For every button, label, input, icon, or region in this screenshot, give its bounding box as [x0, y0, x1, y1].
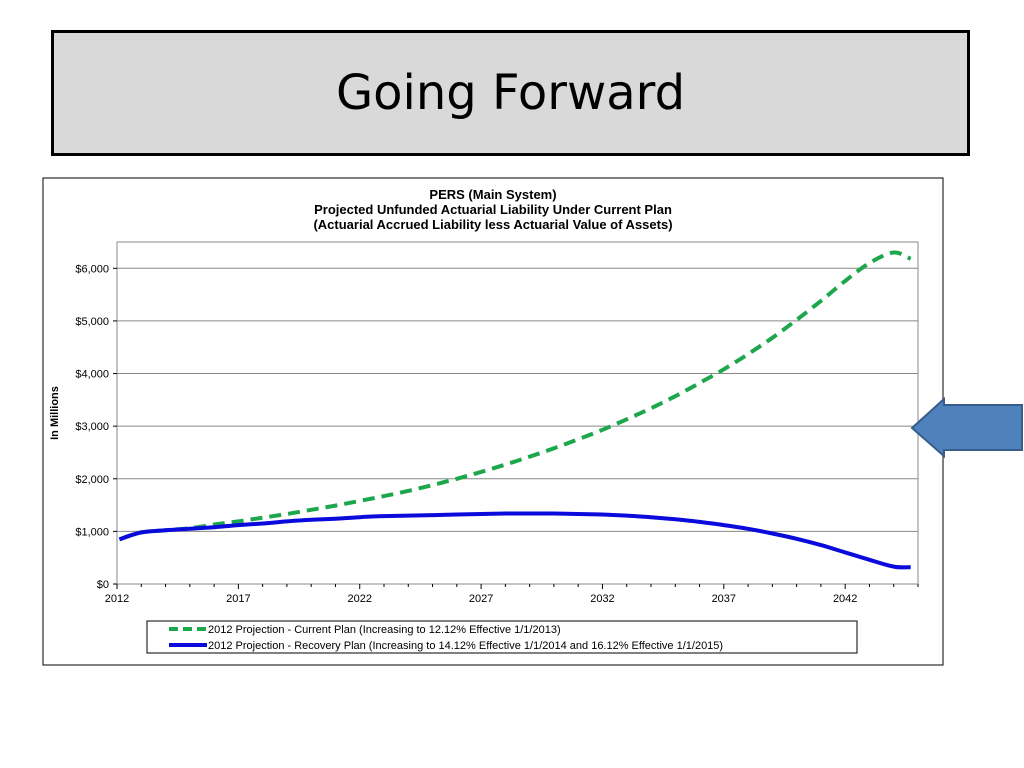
x-tick-label: 2027 [469, 593, 493, 605]
series-lines [118, 250, 912, 570]
chart-subtitle-line-1: Projected Unfunded Actuarial Liability U… [314, 202, 672, 217]
x-tick-label: 2022 [347, 593, 371, 605]
legend-label-current-plan: 2012 Projection - Current Plan (Increasi… [208, 624, 561, 636]
y-tick-label: $0 [97, 579, 109, 591]
legend-label-recovery-plan: 2012 Projection - Recovery Plan (Increas… [208, 640, 723, 652]
plot-area [116, 241, 919, 585]
x-tick-label: 2037 [712, 593, 736, 605]
y-tick-label: $6,000 [75, 263, 109, 275]
x-tick-label: 2032 [590, 593, 614, 605]
chart-subtitle-line-2: (Actuarial Accrued Liability less Actuar… [313, 217, 672, 232]
legend-box [146, 620, 858, 654]
y-axis-ticks: $0 $1,000 $2,000 $3,000 $4,000 $5,000 $6,000 [75, 263, 117, 591]
y-axis-label: In Millions [49, 386, 61, 440]
x-axis-ticks: 2012 2017 2022 2027 2032 2037 2042 [105, 584, 919, 605]
y-tick-label: $3,000 [75, 421, 109, 433]
grid-lines [117, 267, 918, 532]
y-tick-label: $2,000 [75, 474, 109, 486]
chart-title: PERS (Main System) [429, 187, 556, 202]
series-line-current-plan [118, 250, 912, 542]
y-tick-label: $5,000 [75, 316, 109, 328]
slide-title: Going Forward [335, 65, 686, 121]
x-tick-label: 2042 [833, 593, 857, 605]
arrow-left-icon [910, 396, 1023, 459]
x-tick-label: 2012 [105, 593, 129, 605]
series-line-recovery-plan [118, 511, 911, 570]
y-tick-label: $4,000 [75, 369, 109, 381]
slide-title-box: Going Forward [51, 30, 970, 156]
y-tick-label: $1,000 [75, 526, 109, 538]
x-tick-label: 2017 [226, 593, 250, 605]
